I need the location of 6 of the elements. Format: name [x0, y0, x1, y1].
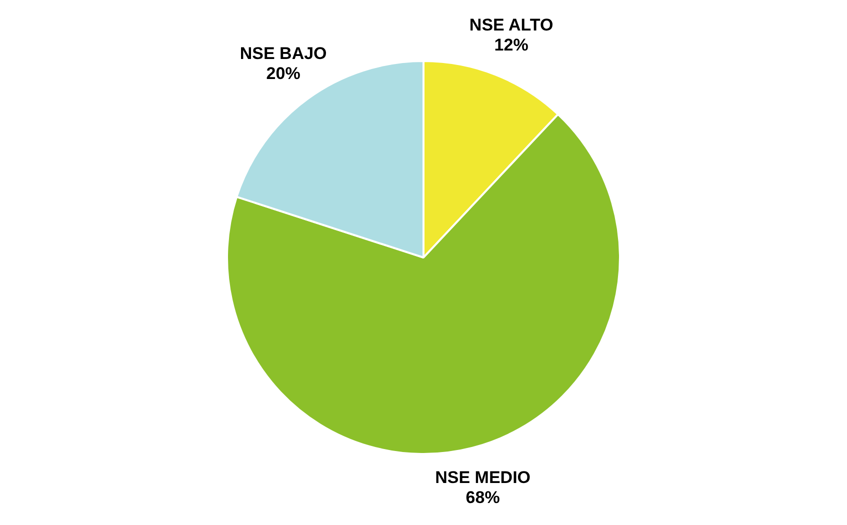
slice-label: NSE ALTO	[469, 15, 554, 34]
slice-label: NSE MEDIO	[435, 468, 531, 488]
slice-label: NSE BAJO	[240, 44, 327, 64]
data-label: 20%	[266, 64, 300, 84]
data-label: 68%	[466, 488, 500, 508]
data-label: 12%	[494, 35, 528, 54]
